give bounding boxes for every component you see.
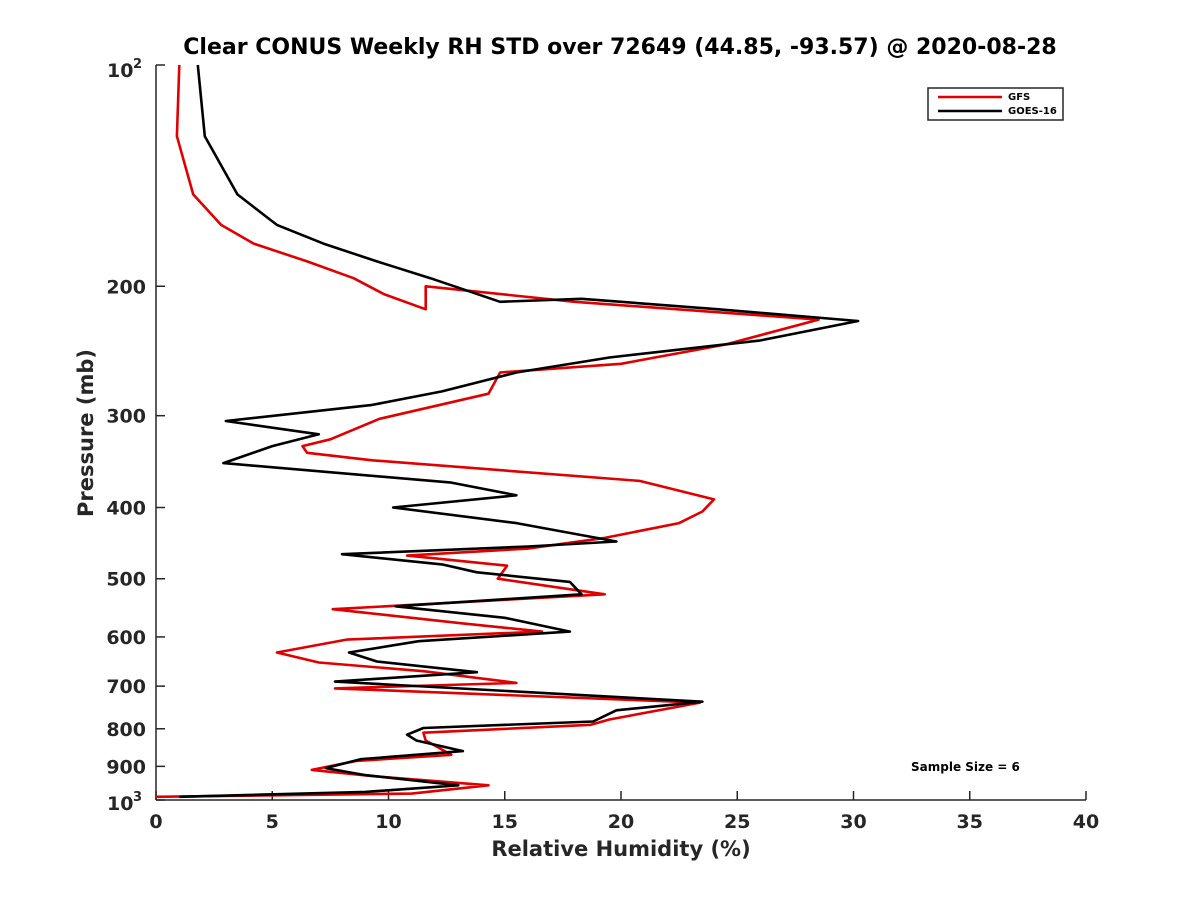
y-tick-label: 900: [106, 756, 146, 778]
y-tick-label: 600: [106, 627, 146, 649]
x-tick-label: 20: [608, 811, 634, 833]
y-axis-ticks: 200 300 400 500 600 700 800 900: [106, 64, 165, 801]
x-tick-label: 5: [266, 811, 279, 833]
plot-frame: [155, 65, 1086, 801]
y-tick-label: 500: [106, 569, 146, 591]
y-tick-label-top-exp: 2: [133, 57, 142, 72]
y-tick-label: 400: [106, 498, 146, 520]
x-tick-label: 25: [724, 811, 750, 833]
y-tick-label: 700: [106, 676, 146, 698]
series-line-goes16: [179, 64, 860, 799]
y-tick-label: 200: [106, 276, 146, 298]
y-tick-label-bottom-base: 10: [107, 793, 133, 815]
y-tick-label-top-base: 10: [107, 60, 133, 82]
legend-box: [927, 87, 1064, 121]
x-tick-label: 40: [1073, 811, 1099, 833]
legend-label-goes16: GOES-16: [1008, 106, 1057, 117]
series-line-gfs: [155, 64, 820, 799]
x-tick-label: 35: [957, 811, 983, 833]
y-tick-label-bottom: 10 3: [107, 790, 142, 815]
y-tick-label-bottom-exp: 3: [133, 790, 142, 805]
x-tick-label: 15: [492, 811, 518, 833]
legend: GFS GOES-16: [927, 87, 1064, 121]
x-tick-label: 0: [149, 811, 162, 833]
y-tick-label-top: 10 2: [107, 57, 142, 82]
x-axis-ticks: 0 5 10 15 20 25 30 35 40: [149, 791, 1099, 833]
y-axis-label: Pressure (mb): [74, 349, 98, 517]
x-tick-label: 30: [840, 811, 866, 833]
x-axis-label: Relative Humidity (%): [491, 837, 750, 861]
x-tick-label: 10: [375, 811, 401, 833]
chart-title: Clear CONUS Weekly RH STD over 72649 (44…: [183, 35, 1056, 60]
y-tick-label: 800: [106, 719, 146, 741]
legend-label-gfs: GFS: [1008, 92, 1030, 103]
sample-size-annotation: Sample Size = 6: [911, 760, 1020, 774]
series-lines: [155, 64, 860, 799]
y-tick-label: 300: [106, 406, 146, 428]
